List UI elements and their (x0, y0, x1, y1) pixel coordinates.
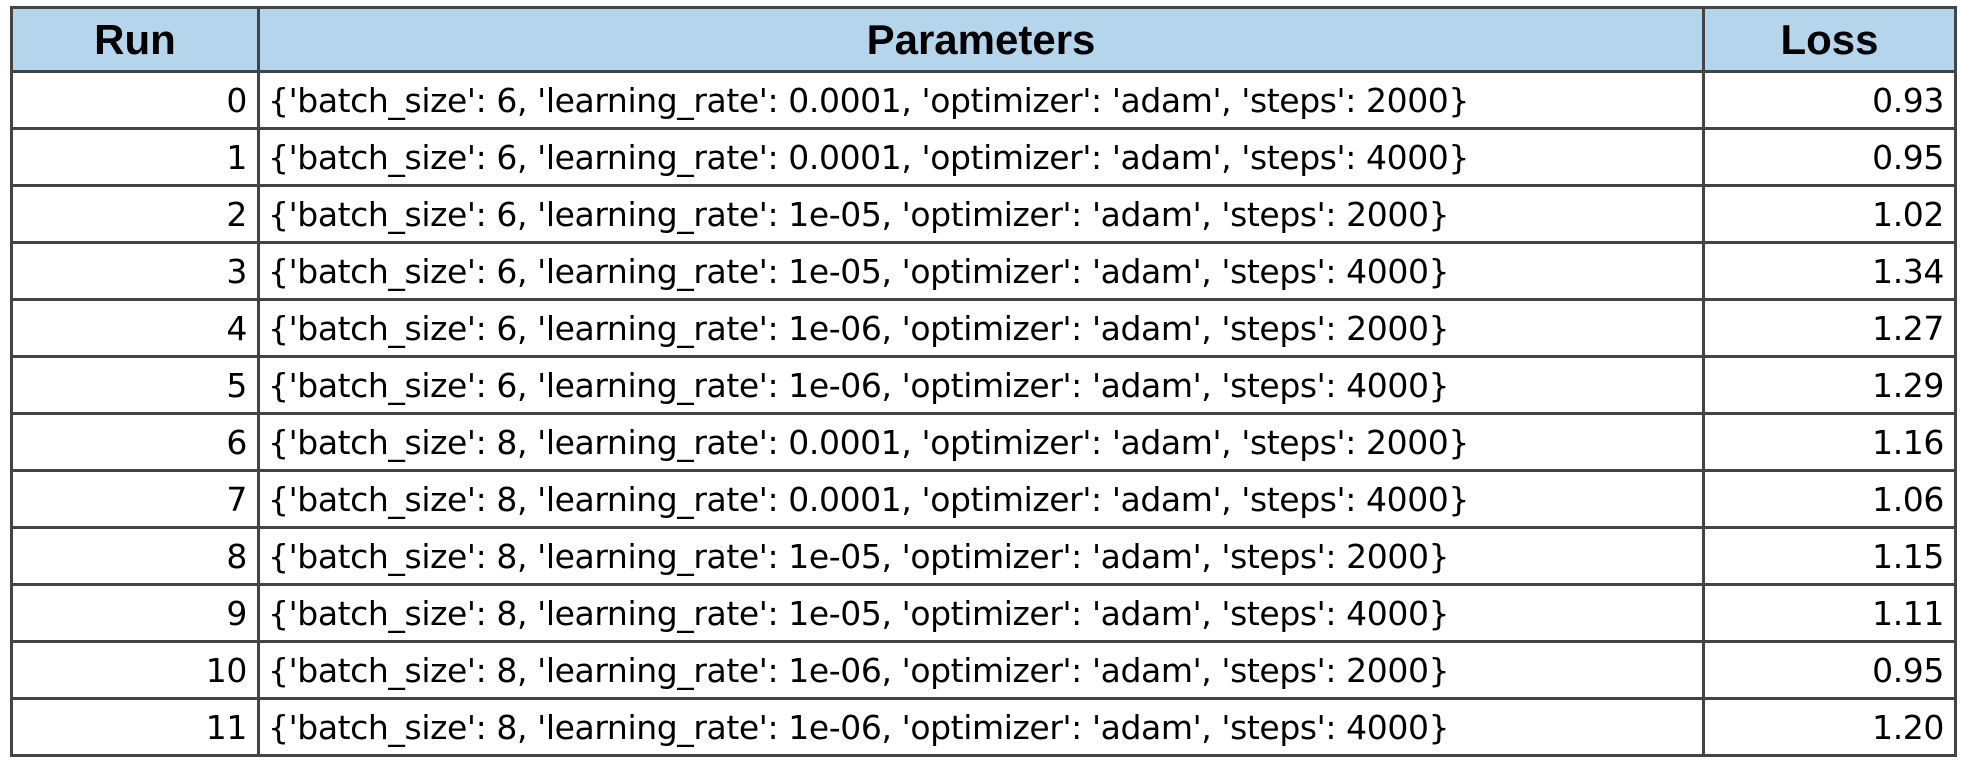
cell-loss: 1.34 (1702, 241, 1957, 301)
cell-loss: 1.29 (1702, 355, 1957, 415)
cell-run: 0 (10, 70, 260, 130)
cell-loss: 1.27 (1702, 298, 1957, 358)
cell-loss: 1.20 (1702, 697, 1957, 757)
cell-run: 11 (10, 697, 260, 757)
cell-loss: 1.06 (1702, 469, 1957, 529)
cell-parameters: {'batch_size': 6, 'learning_rate': 1e-06… (257, 355, 1705, 415)
cell-parameters: {'batch_size': 6, 'learning_rate': 0.000… (257, 127, 1705, 187)
header-loss: Loss (1702, 6, 1957, 73)
table-row: 6 {'batch_size': 8, 'learning_rate': 0.00… (10, 412, 1957, 472)
cell-parameters: {'batch_size': 8, 'learning_rate': 0.000… (257, 412, 1705, 472)
header-run: Run (10, 6, 260, 73)
cell-parameters: {'batch_size': 8, 'learning_rate': 1e-05… (257, 583, 1705, 643)
cell-run: 4 (10, 298, 260, 358)
cell-loss: 0.95 (1702, 640, 1957, 700)
cell-run: 3 (10, 241, 260, 301)
table-row: 11 {'batch_size': 8, 'learning_rate': 1e-… (10, 697, 1957, 757)
cell-run: 1 (10, 127, 260, 187)
results-table: Run Parameters Loss 0 {'batch_size': 6, '… (10, 6, 1957, 757)
cell-run: 8 (10, 526, 260, 586)
table-row: 0 {'batch_size': 6, 'learning_rate': 0.00… (10, 70, 1957, 130)
cell-parameters: {'batch_size': 8, 'learning_rate': 1e-05… (257, 526, 1705, 586)
cell-run: 5 (10, 355, 260, 415)
header-row: Run Parameters Loss (10, 6, 1957, 73)
table-row: 5 {'batch_size': 6, 'learning_rate': 1e-0… (10, 355, 1957, 415)
cell-parameters: {'batch_size': 6, 'learning_rate': 0.000… (257, 70, 1705, 130)
cell-run: 7 (10, 469, 260, 529)
table-row: 4 {'batch_size': 6, 'learning_rate': 1e-0… (10, 298, 1957, 358)
table-row: 8 {'batch_size': 8, 'learning_rate': 1e-0… (10, 526, 1957, 586)
cell-loss: 1.11 (1702, 583, 1957, 643)
table-row: 2 {'batch_size': 6, 'learning_rate': 1e-0… (10, 184, 1957, 244)
cell-run: 9 (10, 583, 260, 643)
cell-run: 6 (10, 412, 260, 472)
table-body: 0 {'batch_size': 6, 'learning_rate': 0.00… (10, 70, 1957, 757)
cell-parameters: {'batch_size': 6, 'learning_rate': 1e-05… (257, 184, 1705, 244)
table-row: 10 {'batch_size': 8, 'learning_rate': 1e-… (10, 640, 1957, 700)
cell-loss: 0.95 (1702, 127, 1957, 187)
table-row: 3 {'batch_size': 6, 'learning_rate': 1e-0… (10, 241, 1957, 301)
cell-parameters: {'batch_size': 8, 'learning_rate': 0.000… (257, 469, 1705, 529)
cell-loss: 1.02 (1702, 184, 1957, 244)
cell-loss: 1.16 (1702, 412, 1957, 472)
cell-parameters: {'batch_size': 8, 'learning_rate': 1e-06… (257, 640, 1705, 700)
cell-run: 2 (10, 184, 260, 244)
cell-parameters: {'batch_size': 6, 'learning_rate': 1e-05… (257, 241, 1705, 301)
cell-run: 10 (10, 640, 260, 700)
table-row: 9 {'batch_size': 8, 'learning_rate': 1e-0… (10, 583, 1957, 643)
table-header: Run Parameters Loss (10, 6, 1957, 73)
cell-loss: 1.15 (1702, 526, 1957, 586)
cell-parameters: {'batch_size': 8, 'learning_rate': 1e-06… (257, 697, 1705, 757)
results-table-container: Run Parameters Loss 0 {'batch_size': 6, '… (10, 6, 1957, 757)
cell-loss: 0.93 (1702, 70, 1957, 130)
header-parameters: Parameters (257, 6, 1705, 73)
cell-parameters: {'batch_size': 6, 'learning_rate': 1e-06… (257, 298, 1705, 358)
table-row: 1 {'batch_size': 6, 'learning_rate': 0.00… (10, 127, 1957, 187)
table-row: 7 {'batch_size': 8, 'learning_rate': 0.00… (10, 469, 1957, 529)
